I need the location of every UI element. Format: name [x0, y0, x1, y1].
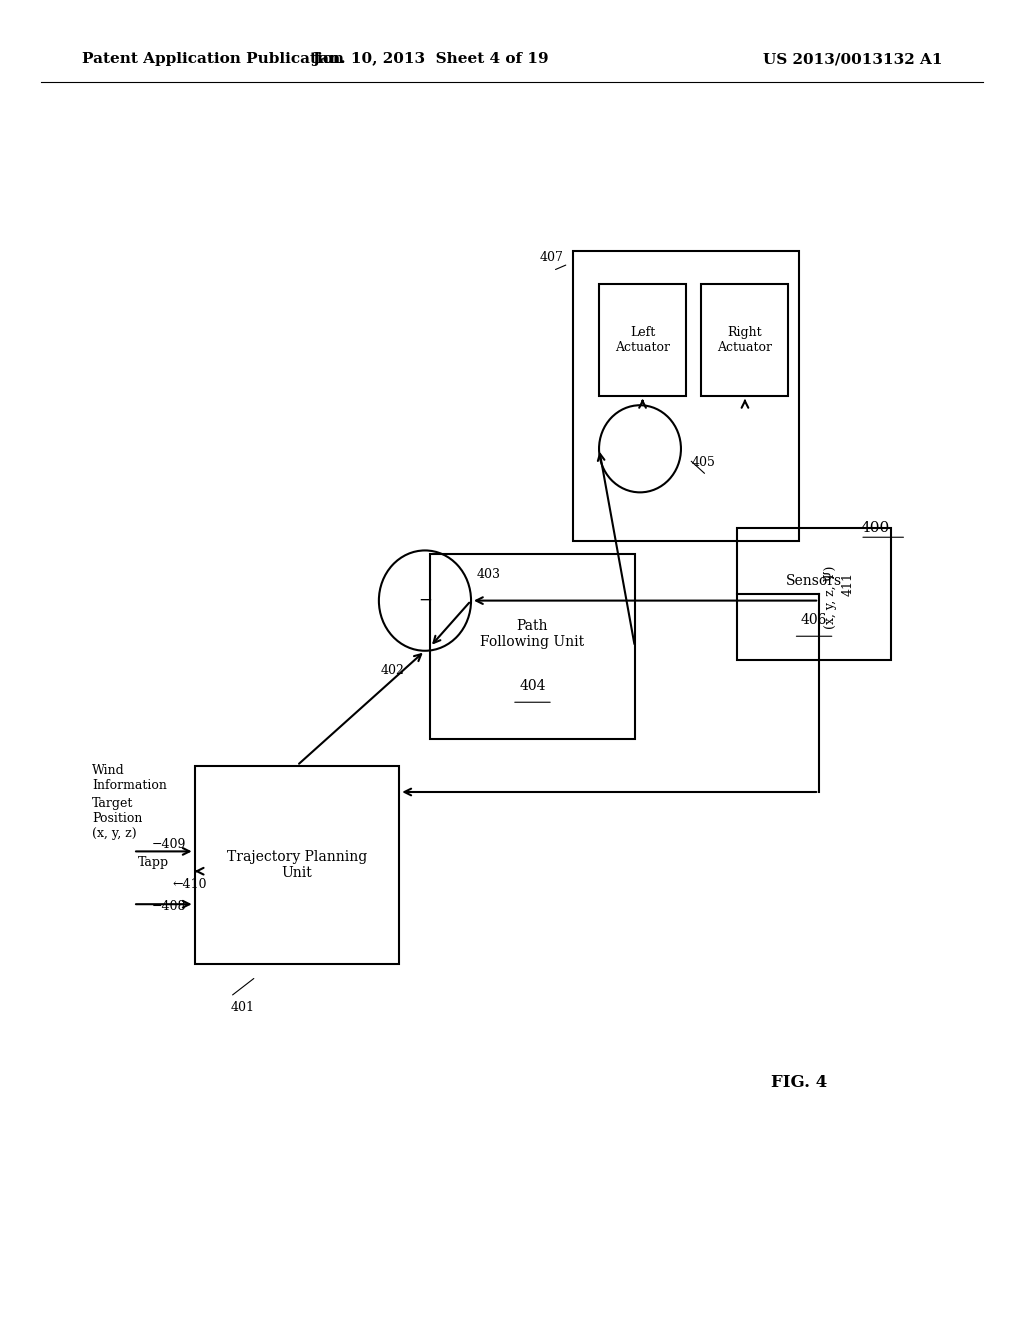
Text: 401: 401 — [230, 1001, 254, 1014]
Text: Path
Following Unit: Path Following Unit — [480, 619, 585, 648]
Text: US 2013/0013132 A1: US 2013/0013132 A1 — [763, 53, 942, 66]
Text: −: − — [418, 593, 432, 609]
Bar — [573, 251, 799, 541]
Text: 400: 400 — [860, 521, 890, 535]
Text: 406: 406 — [801, 614, 827, 627]
Text: 402: 402 — [381, 664, 404, 677]
Text: 411: 411 — [842, 572, 855, 597]
Text: (x, y, z, Ψ): (x, y, z, Ψ) — [824, 565, 838, 630]
Text: Right
Actuator: Right Actuator — [718, 326, 772, 354]
Bar — [430, 554, 635, 739]
Text: −408: −408 — [152, 900, 186, 913]
Text: Tapp: Tapp — [138, 855, 169, 869]
Text: FIG. 4: FIG. 4 — [771, 1074, 826, 1090]
Text: ←410: ←410 — [172, 878, 207, 891]
Text: 404: 404 — [519, 680, 546, 693]
Bar — [195, 766, 399, 964]
Text: Jan. 10, 2013  Sheet 4 of 19: Jan. 10, 2013 Sheet 4 of 19 — [311, 53, 549, 66]
Text: Trajectory Planning
Unit: Trajectory Planning Unit — [227, 850, 367, 879]
Text: 403: 403 — [476, 568, 500, 581]
Text: Wind
Information: Wind Information — [92, 764, 167, 792]
Bar — [599, 284, 686, 396]
Text: Left
Actuator: Left Actuator — [615, 326, 670, 354]
Text: −409: −409 — [152, 838, 186, 851]
Bar — [737, 528, 891, 660]
Bar — [701, 284, 788, 396]
Text: Patent Application Publication: Patent Application Publication — [82, 53, 344, 66]
Text: Sensors: Sensors — [786, 574, 842, 587]
Text: 405: 405 — [691, 455, 715, 469]
Text: 407: 407 — [540, 251, 563, 264]
Text: Target
Position
(x, y, z): Target Position (x, y, z) — [92, 797, 142, 840]
